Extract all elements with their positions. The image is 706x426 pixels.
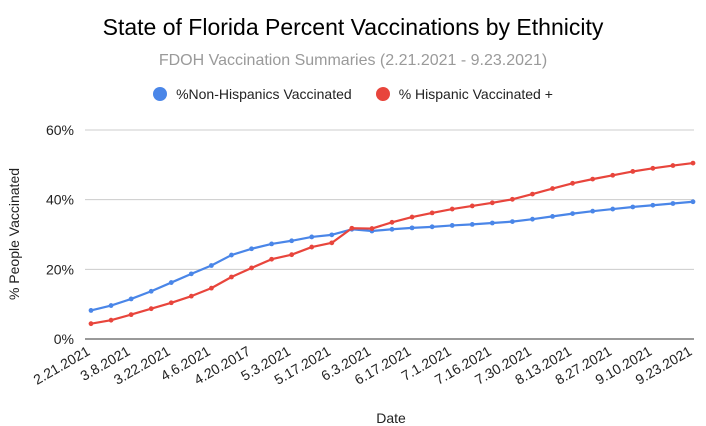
y-tick-label: 20% <box>46 261 74 277</box>
legend-marker-non-hispanic <box>153 87 168 101</box>
data-point-0 <box>429 224 435 230</box>
y-axis-title: % People Vaccinated <box>6 168 22 300</box>
data-point-1 <box>530 191 535 197</box>
data-point-0 <box>188 271 194 277</box>
data-point-0 <box>249 246 254 252</box>
data-point-1 <box>570 180 575 186</box>
data-point-1 <box>349 225 355 231</box>
data-point-0 <box>88 308 94 313</box>
data-point-0 <box>148 288 154 294</box>
legend-item-non-hispanic: %Non-Hispanics Vaccinated <box>153 86 352 102</box>
data-point-0 <box>650 202 656 208</box>
data-point-1 <box>690 160 696 166</box>
data-point-0 <box>510 219 515 225</box>
data-point-1 <box>148 306 154 312</box>
series-line-0 <box>90 200 694 312</box>
series-line-1 <box>90 161 694 325</box>
legend-label-non-hispanic: %Non-Hispanics Vaccinated <box>176 86 352 102</box>
data-point-1 <box>489 200 495 206</box>
data-point-1 <box>590 176 596 182</box>
data-point-0 <box>289 238 295 244</box>
legend-marker-hispanic <box>375 87 390 101</box>
data-point-1 <box>550 186 555 191</box>
data-point-0 <box>168 280 174 285</box>
data-point-1 <box>269 256 274 262</box>
data-point-1 <box>168 300 174 306</box>
data-point-0 <box>269 241 274 247</box>
data-point-1 <box>469 203 475 209</box>
legend-label-hispanic: % Hispanic Vaccinated + <box>398 86 553 102</box>
y-tick-label: 0% <box>54 331 74 347</box>
chart-subtitle: FDOH Vaccination Summaries (2.21.2021 - … <box>158 52 548 69</box>
data-point-1 <box>369 226 375 231</box>
data-point-1 <box>610 172 616 178</box>
data-point-1 <box>650 165 656 171</box>
data-point-0 <box>690 199 696 205</box>
data-point-0 <box>630 204 636 210</box>
chart-title: State of Florida Percent Vaccinations by… <box>102 14 604 40</box>
data-point-0 <box>389 226 395 232</box>
data-point-1 <box>229 274 234 280</box>
data-point-0 <box>209 263 214 268</box>
legend: %Non-Hispanics Vaccinated % Hispanic Vac… <box>0 86 706 102</box>
data-point-1 <box>329 240 335 246</box>
data-point-1 <box>409 214 415 220</box>
legend-item-hispanic: % Hispanic Vaccinated + <box>375 86 553 102</box>
data-point-1 <box>389 219 395 225</box>
y-tick-label: 60% <box>46 122 74 138</box>
data-point-0 <box>329 232 335 238</box>
data-point-0 <box>550 213 555 219</box>
data-point-1 <box>510 196 515 202</box>
data-point-1 <box>249 265 254 271</box>
data-point-1 <box>289 252 295 258</box>
data-point-0 <box>590 208 596 214</box>
data-point-1 <box>209 285 214 291</box>
data-point-1 <box>670 163 676 168</box>
data-point-0 <box>489 220 495 226</box>
data-point-1 <box>429 210 435 216</box>
data-point-1 <box>128 312 134 318</box>
data-point-0 <box>409 225 415 231</box>
data-point-0 <box>570 211 575 217</box>
data-point-0 <box>610 206 616 212</box>
data-point-1 <box>108 317 114 323</box>
data-point-0 <box>229 252 234 258</box>
data-point-1 <box>88 321 94 327</box>
data-point-0 <box>128 296 134 302</box>
data-point-0 <box>670 201 676 206</box>
data-point-1 <box>630 169 636 174</box>
data-point-0 <box>108 303 114 308</box>
data-point-0 <box>449 223 455 228</box>
data-point-1 <box>309 244 315 250</box>
data-point-1 <box>449 206 455 212</box>
data-point-0 <box>530 216 535 222</box>
x-axis-title: Date <box>376 410 406 426</box>
data-point-0 <box>469 221 475 227</box>
data-point-1 <box>188 293 194 299</box>
y-tick-label: 40% <box>46 192 74 208</box>
data-point-0 <box>309 234 315 240</box>
